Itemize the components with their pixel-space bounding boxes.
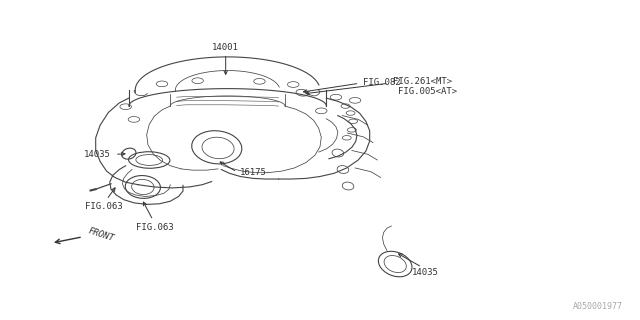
Text: FIG.082: FIG.082 <box>364 78 401 87</box>
Text: 14001: 14001 <box>212 43 239 52</box>
Text: FRONT: FRONT <box>88 227 116 243</box>
Text: FIG.063: FIG.063 <box>136 223 173 232</box>
Text: FIG.063: FIG.063 <box>84 202 122 211</box>
Text: 16175: 16175 <box>241 168 268 177</box>
Text: 14035: 14035 <box>412 268 438 277</box>
Text: FIG.005<AT>: FIG.005<AT> <box>397 87 457 96</box>
Text: 14035: 14035 <box>84 150 111 159</box>
Text: A050001977: A050001977 <box>573 302 623 311</box>
Text: FIG.261<MT>: FIG.261<MT> <box>394 77 452 86</box>
